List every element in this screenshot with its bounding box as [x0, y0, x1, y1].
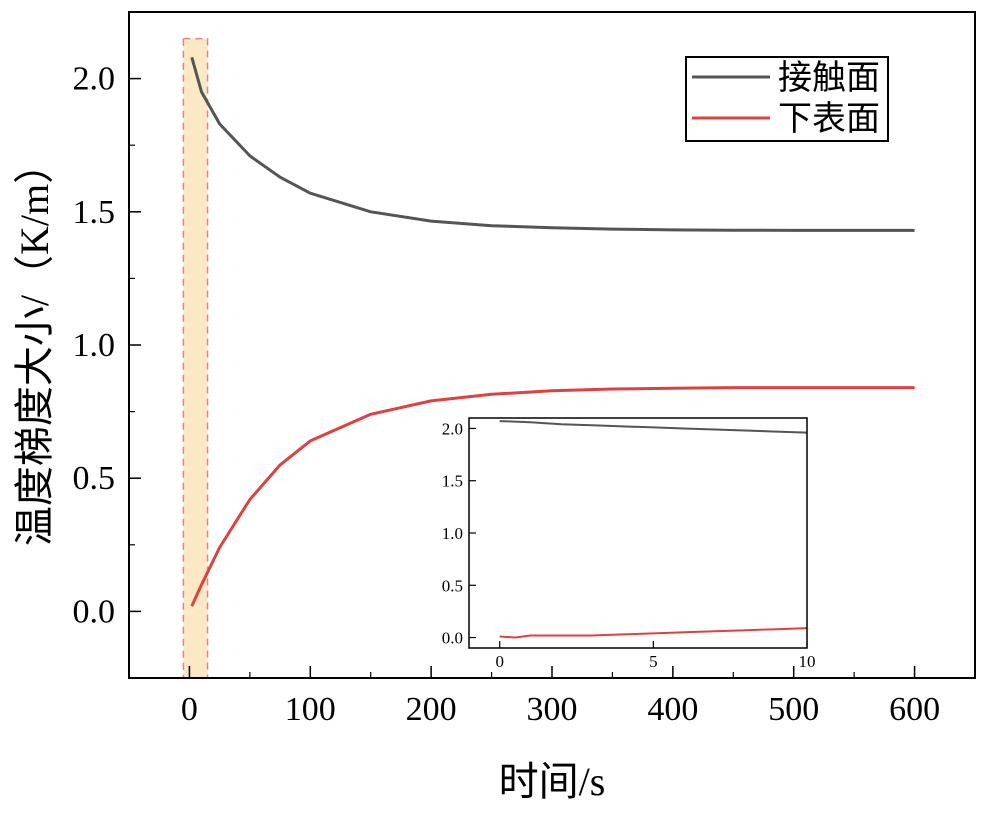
x-tick-label: 200 — [406, 691, 457, 728]
x-axis-title: 时间/s — [499, 759, 606, 804]
main-plot-frame — [128, 11, 976, 679]
legend-label-lower-surface: 下表面 — [778, 100, 880, 138]
inset-y-tick-label: 0.5 — [442, 576, 463, 595]
inset-chart: 0 5 10 0.0 0.5 1.0 1.5 2.0 — [442, 417, 816, 671]
x-tick-label: 600 — [889, 691, 940, 728]
legend-label-contact-surface: 接触面 — [778, 59, 880, 97]
inset-x-tick-label: 0 — [495, 652, 504, 671]
y-axis-title: 温度梯度大小/（K/m） — [12, 144, 57, 546]
x-tick-label: 500 — [768, 691, 819, 728]
y-tick-label: 2.0 — [73, 61, 116, 98]
y-tick-label: 1.0 — [73, 327, 116, 364]
inset-series-line-contact-surface — [499, 420, 808, 434]
inset-ticks-layer: 0 5 10 0.0 0.5 1.0 1.5 2.0 — [442, 419, 816, 671]
series-line-contact-surface — [190, 56, 915, 232]
inset-y-tick-label: 1.5 — [442, 472, 463, 491]
x-tick-label: 0 — [181, 691, 198, 728]
inset-lines-layer — [499, 420, 808, 639]
inset-background — [469, 418, 807, 648]
legend-box — [685, 56, 889, 142]
inset-x-tick-label: 10 — [799, 652, 816, 671]
highlight-region — [182, 37, 209, 679]
x-tick-label: 400 — [647, 691, 698, 728]
y-tick-label: 1.5 — [73, 194, 116, 231]
highlight-region-layer — [182, 37, 209, 679]
y-tick-label: 0.0 — [73, 593, 116, 630]
main-lines-layer — [190, 56, 915, 607]
inset-plot-frame — [468, 417, 808, 649]
inset-y-tick-label: 1.0 — [442, 524, 463, 543]
x-tick-label: 100 — [285, 691, 336, 728]
inset-y-tick-label: 2.0 — [442, 419, 463, 438]
legend: 接触面 下表面 — [685, 56, 889, 142]
inset-y-tick-label: 0.0 — [442, 629, 463, 648]
y-tick-label: 0.5 — [73, 460, 116, 497]
x-tick-label: 300 — [527, 691, 578, 728]
inset-series-line-lower-surface — [499, 627, 808, 639]
series-line-lower-surface — [190, 386, 915, 607]
inset-x-tick-label: 5 — [649, 652, 658, 671]
